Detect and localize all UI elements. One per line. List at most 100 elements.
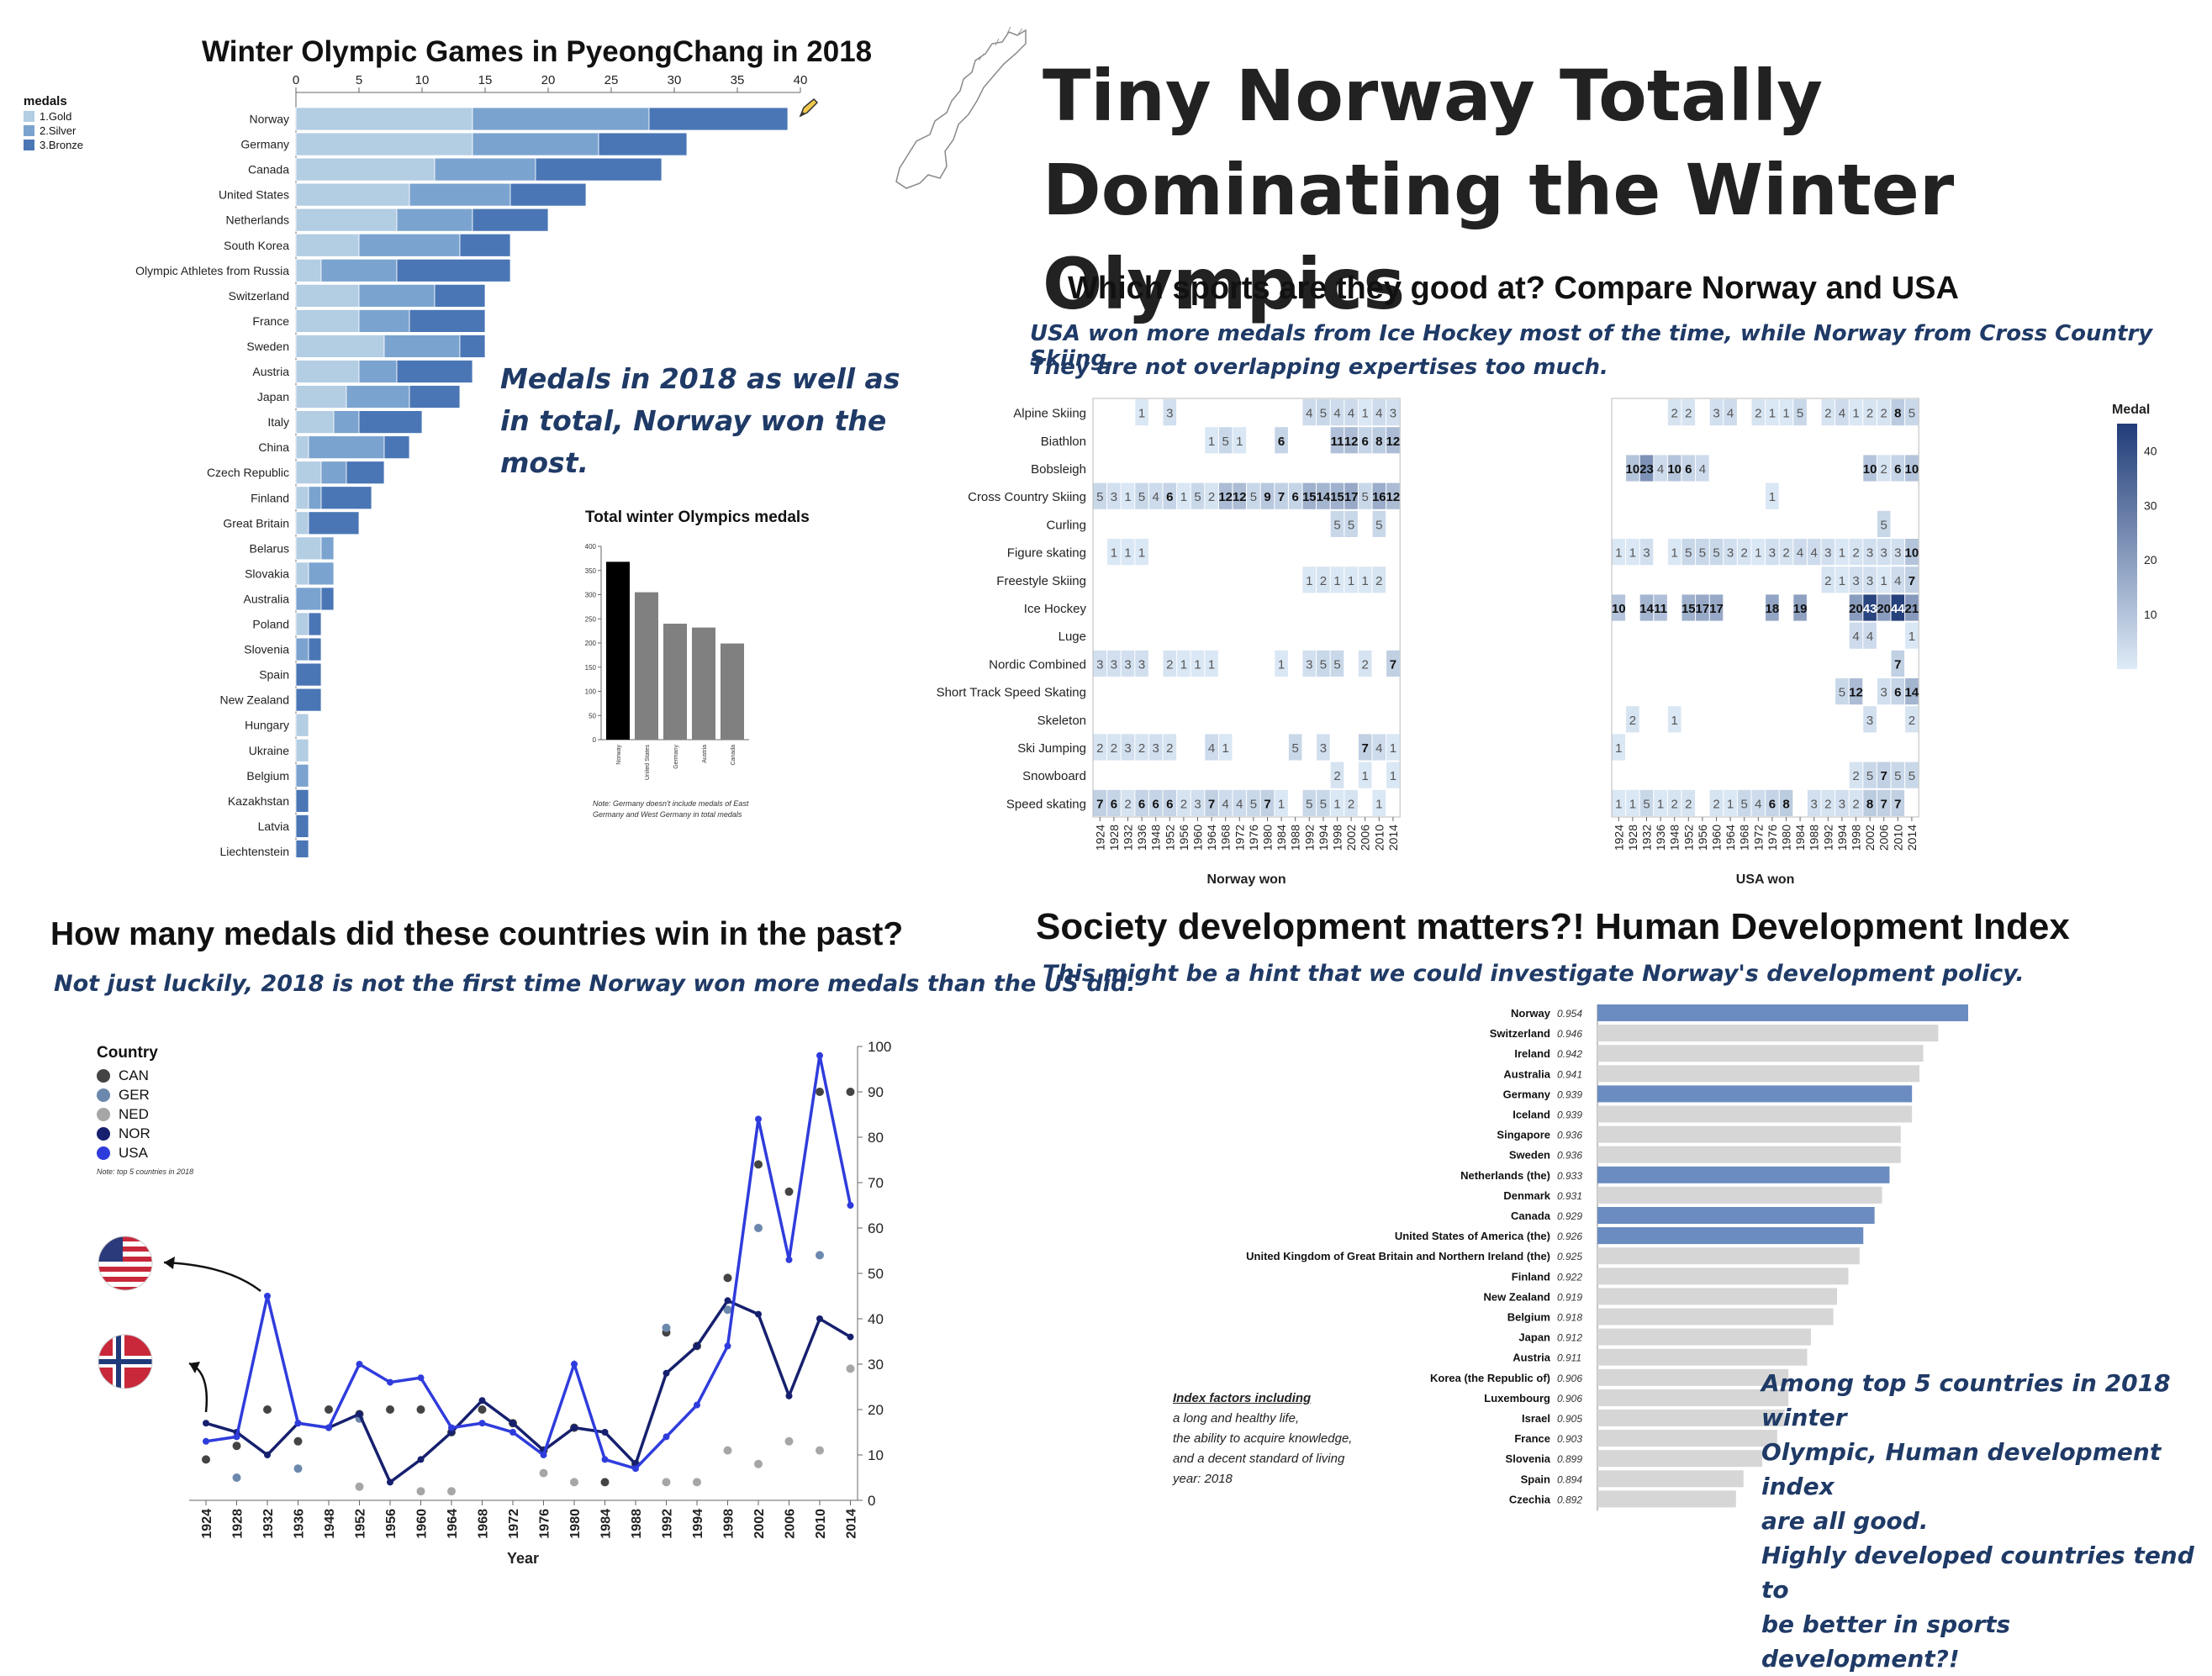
heatmap-cell [1891, 762, 1905, 788]
heatmap-cell [1358, 427, 1372, 454]
category-label: Canada [248, 163, 289, 177]
x-tick-label: 1924 [1612, 825, 1625, 851]
history-legend-item: NOR [97, 1124, 193, 1143]
page-title: Tiny Norway Totally Dominating the Winte… [1043, 55, 1955, 325]
bar-silver [396, 208, 473, 232]
heatmap-value: 1 [1629, 546, 1636, 561]
history-annotation: Not just luckily, 2018 is not the first … [54, 971, 1136, 997]
hdi-factor-line: a long and healthy life, [1173, 1411, 1300, 1426]
x-tick-label: 1984 [1275, 825, 1288, 851]
sport-label: Ice Hockey [1024, 602, 1087, 616]
legend-label: NOR [119, 1125, 150, 1141]
x-tick-label: 10 [415, 73, 430, 87]
point-usa [233, 1433, 240, 1441]
heatmap-cell [1233, 789, 1247, 816]
heatmap-value: 3 [1643, 546, 1650, 561]
bar-silver [434, 157, 536, 182]
heatmap-cell [1093, 482, 1107, 509]
heatmap-value: 5 [1333, 657, 1340, 672]
hdi-value-label: 0.918 [1557, 1312, 1582, 1324]
bar-bronze [358, 410, 423, 435]
point-can [478, 1405, 487, 1414]
heatmap-value: 2 [1671, 407, 1678, 421]
heatmap-cell [1849, 678, 1863, 705]
y-tick-label: 80 [868, 1130, 884, 1146]
heatmap-legend-tick: 10 [2144, 608, 2157, 621]
heatmap-value: 8 [1866, 797, 1873, 811]
heatmap-cell [1779, 539, 1793, 566]
medals-2018-annotation: Medals in 2018 as well as in total, Norw… [500, 362, 900, 479]
bar-silver [358, 233, 461, 257]
hdi-country-label: Switzerland [1490, 1027, 1550, 1040]
heatmap-value: 1 [1881, 574, 1887, 588]
x-tick-label: 1980 [568, 1509, 583, 1539]
x-tick-label: 1928 [231, 1509, 245, 1539]
heatmap-value: 11 [1654, 602, 1667, 616]
heatmap-cell [1681, 789, 1696, 816]
heatmap-chart: Alpine Skiing Biathlon Bobsleigh Cross Coun… [937, 398, 2157, 887]
hdi-bar [1597, 1288, 1838, 1305]
point-can [416, 1405, 425, 1414]
x-tick-label: 1992 [1821, 825, 1835, 851]
heatmap-cell [1724, 789, 1737, 816]
heatmap-legend-title: Medal [2112, 403, 2150, 417]
heatmap-cell [1639, 594, 1654, 621]
point-nor [724, 1297, 731, 1304]
total-bar [635, 592, 658, 740]
legend-dot [97, 1107, 110, 1121]
legend-dot [97, 1068, 110, 1083]
heatmap-cell [1793, 399, 1807, 426]
heatmap-value: 3 [1811, 797, 1818, 811]
heatmap-value: 5 [1306, 797, 1312, 811]
heatmap-value: 5 [1699, 546, 1706, 561]
heatmap-value: 7 [1208, 797, 1215, 811]
bar-gold [295, 360, 360, 383]
heatmap-cell [1626, 789, 1639, 816]
heatmap-value: 19 [1793, 602, 1808, 616]
nor-arrow [188, 1362, 208, 1413]
heatmap-value: 4 [1375, 741, 1382, 756]
x-tick-label: 35 [731, 73, 745, 87]
hdi-value-label: 0.941 [1557, 1068, 1582, 1080]
point-usa [632, 1465, 639, 1473]
heatmap-value: 4 [1839, 407, 1845, 421]
heatmap-cell [1205, 650, 1218, 677]
heatmap-cell [1344, 567, 1358, 593]
point-nor [387, 1478, 393, 1486]
heatmap-value: 1 [1671, 546, 1678, 561]
bar-bronze [434, 283, 486, 308]
hdi-bar [1597, 1166, 1890, 1183]
heatmap-value: 1 [1657, 797, 1664, 811]
heatmap-cell [1766, 399, 1779, 426]
x-tick-label: 1936 [1135, 825, 1148, 851]
heatmap-value: 1 [1208, 435, 1215, 449]
heatmap-value: 5 [1292, 741, 1299, 756]
heatmap-cell [1233, 482, 1247, 509]
hdi-country-label: Netherlands (the) [1460, 1169, 1550, 1182]
bar-bronze [396, 258, 511, 282]
heatmap-value: 1 [1124, 546, 1131, 561]
heatmap-cell [1905, 399, 1919, 426]
heatmap-value: 23 [1639, 462, 1654, 477]
heatmap-cell [1386, 482, 1400, 509]
heatmap-value: 3 [1866, 714, 1873, 728]
heatmap-cell [1863, 539, 1877, 566]
bar-bronze [409, 385, 461, 408]
heatmap-value: 8 [1894, 407, 1901, 421]
hdi-chart: Norway 0.954 Switzerland 0.946 Ireland 0.942 A… [1246, 1004, 1968, 1511]
heatmap-value: 1 [1208, 657, 1215, 672]
heatmap-cell [1177, 650, 1190, 677]
heatmap-value: 4 [1153, 490, 1159, 504]
y-tick-label: 350 [585, 567, 597, 575]
heatmap-value: 4 [1375, 407, 1382, 421]
hdi-factor-line: year: 2018 [1173, 1472, 1233, 1486]
heatmap-legend-bar [2117, 424, 2137, 669]
bar-bronze [320, 486, 372, 510]
point-ned [355, 1482, 364, 1491]
x-tick-label: 1998 [1850, 825, 1863, 851]
heatmap-value: 3 [1852, 574, 1859, 588]
x-tick-label: 1968 [1219, 825, 1233, 851]
point-can [846, 1088, 855, 1096]
heatmap-cell [1358, 482, 1372, 509]
heatmap-cell [1302, 650, 1317, 677]
